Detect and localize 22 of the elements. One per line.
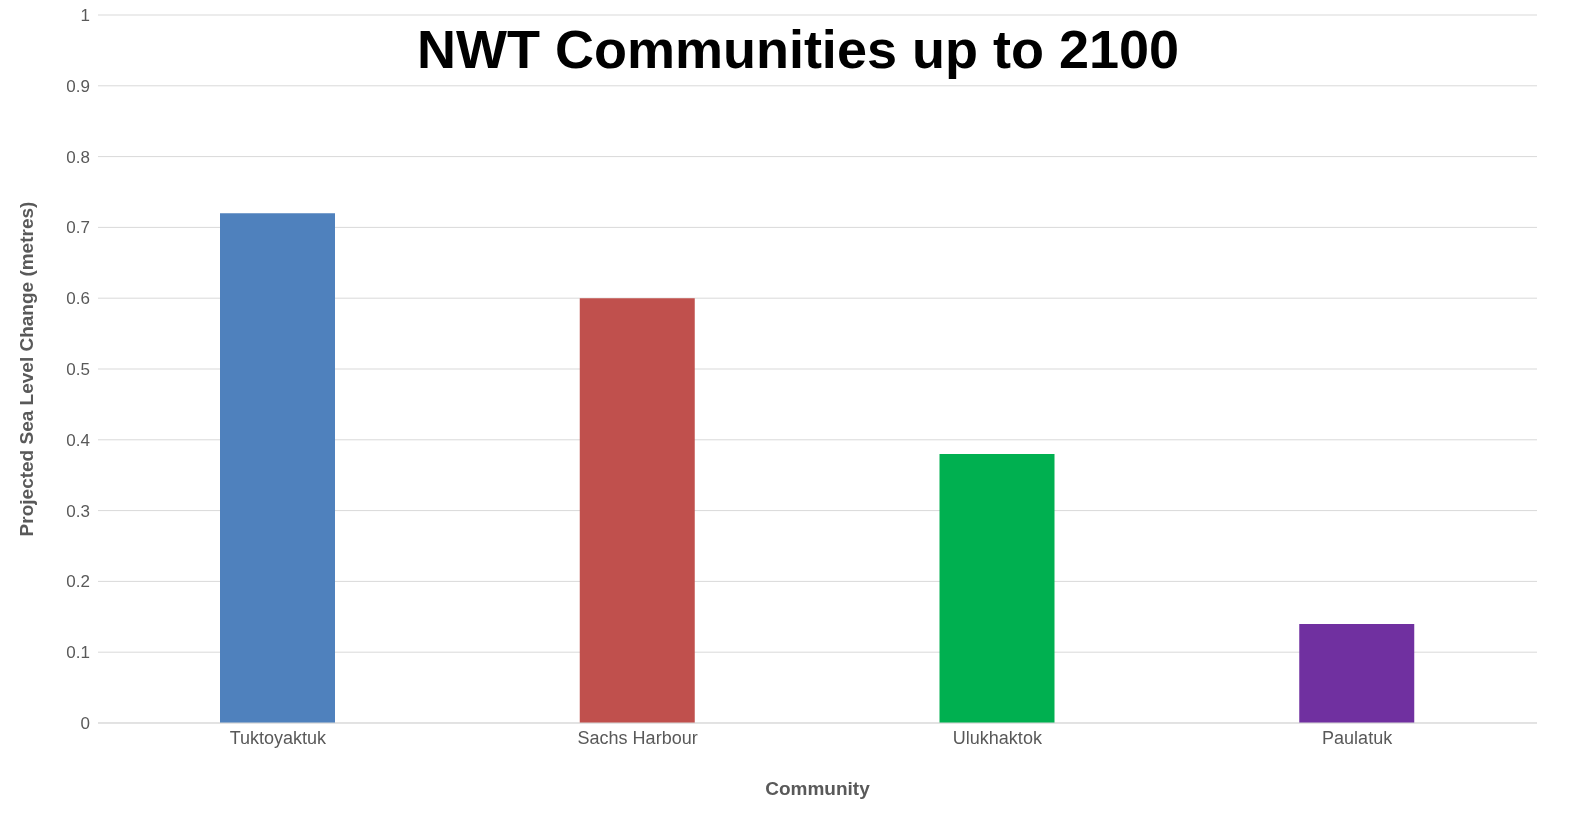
y-tick-label: 0 xyxy=(80,714,90,734)
chart-title: NWT Communities up to 2100 xyxy=(415,18,1181,80)
x-tick-label: Paulatuk xyxy=(1322,727,1394,748)
x-tick-label: Sachs Harbour xyxy=(577,727,698,748)
y-tick-label: 0.2 xyxy=(66,572,90,592)
bar xyxy=(579,298,695,723)
y-tick-label: 0.4 xyxy=(66,430,90,450)
bar xyxy=(220,213,335,723)
y-tick-label: 0.8 xyxy=(66,147,90,167)
bar xyxy=(939,453,1055,723)
x-axis-title: Community xyxy=(765,778,871,799)
y-tick-label: 0.1 xyxy=(66,643,90,663)
y-axis-title: Projected Sea Level Change (metres) xyxy=(15,201,37,537)
x-tick-label: Ulukhaktok xyxy=(952,727,1043,748)
y-tick-label: 0.6 xyxy=(66,289,90,309)
y-tick-label: 1 xyxy=(80,6,90,26)
y-tick-label: 0.9 xyxy=(66,76,90,96)
y-tick-label: 0.3 xyxy=(66,501,90,521)
y-tick-label: 0.7 xyxy=(66,218,90,238)
x-tick-label: Tuktoyaktuk xyxy=(229,727,328,748)
y-tick-label: 0.5 xyxy=(66,360,90,380)
bar xyxy=(1299,623,1415,723)
